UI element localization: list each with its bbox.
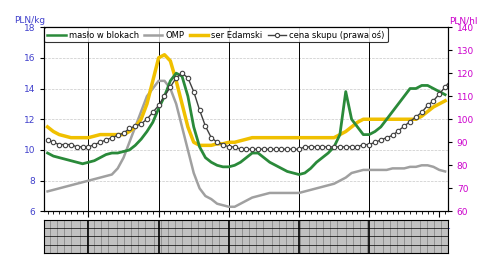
Text: PLN/hl: PLN/hl: [450, 16, 478, 25]
Text: PLN/kg: PLN/kg: [14, 16, 45, 25]
Legend: masło w blokach, OMP, ser Edamski, cena skupu (prawa oś): masło w blokach, OMP, ser Edamski, cena …: [44, 27, 388, 43]
